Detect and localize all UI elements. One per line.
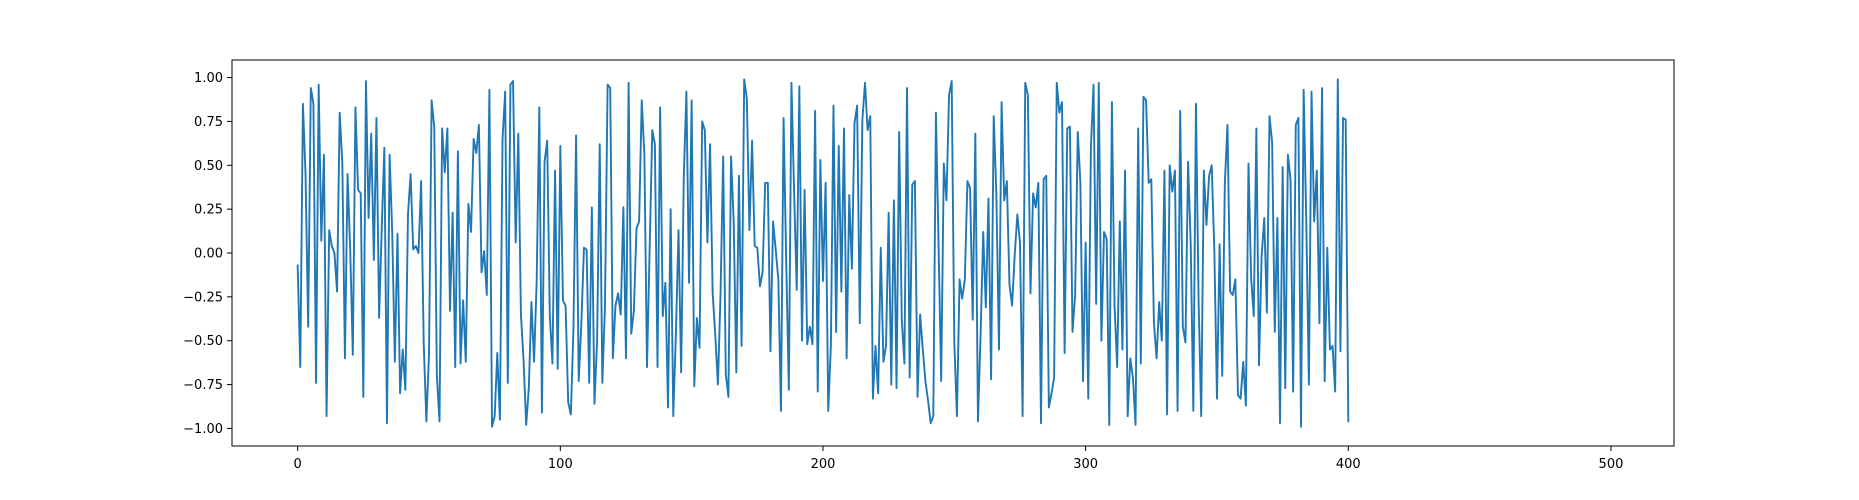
y-tick-label: −0.75	[183, 378, 223, 393]
y-tick-label: 0.75	[194, 115, 223, 130]
axes: 0 100 200 300 400 500 1.00 0.75 0.50 0.25 0.00 −0.2…	[183, 59, 1675, 472]
y-tick-label: 0.00	[194, 247, 223, 262]
plot-area	[296, 78, 1350, 428]
x-tick-label: 100	[548, 457, 573, 472]
y-tick-label: 0.50	[194, 159, 223, 174]
y-tick-label: −0.50	[183, 334, 223, 349]
x-tick-label: 500	[1599, 457, 1624, 472]
series-line-0	[296, 78, 1350, 428]
x-tick-label: 300	[1073, 457, 1098, 472]
x-tick-label: 400	[1336, 457, 1361, 472]
y-tick-label: 1.00	[194, 71, 223, 86]
y-tick-label: 0.25	[194, 203, 223, 218]
x-tick-label: 0	[294, 457, 302, 472]
y-tick-label: −1.00	[183, 422, 223, 437]
x-tick-label: 200	[811, 457, 836, 472]
y-tick-label: −0.25	[183, 290, 223, 305]
